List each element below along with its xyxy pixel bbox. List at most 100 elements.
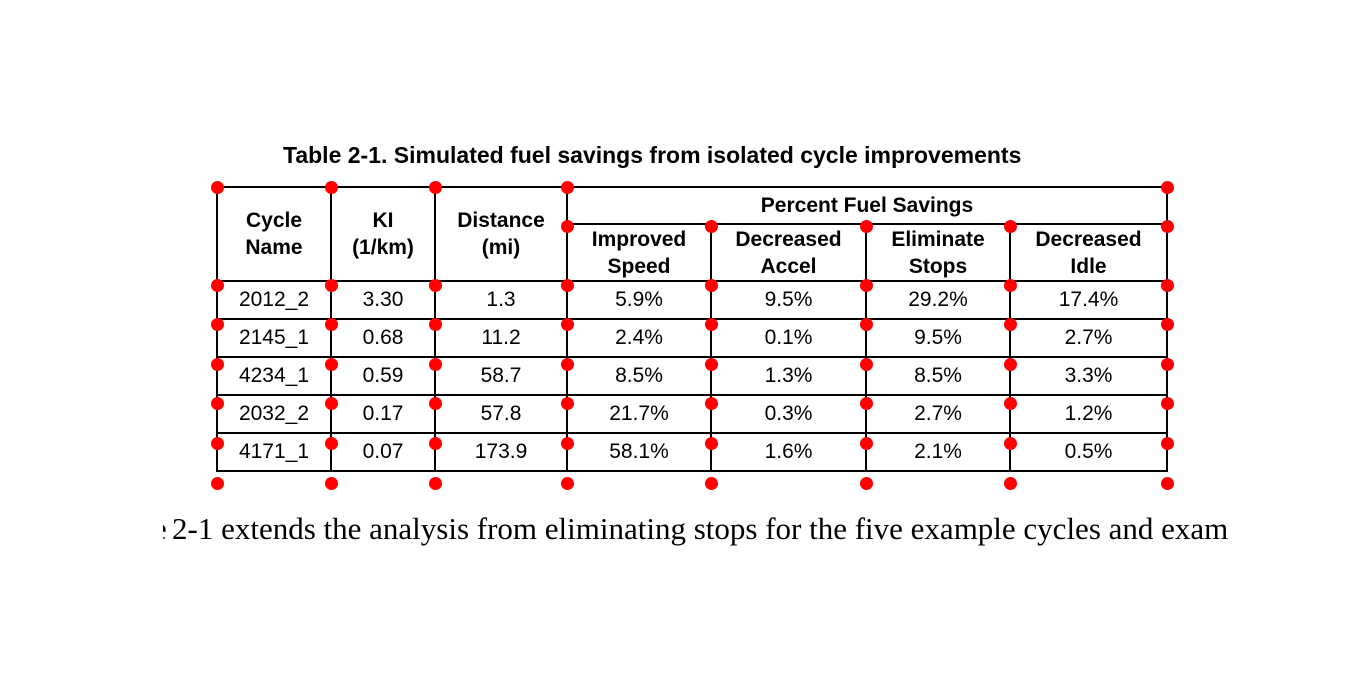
cell-decreased-idle: 17.4% (1009, 280, 1168, 320)
corner-marker-dot (560, 396, 574, 410)
cell-cycle-name: 4234_1 (216, 356, 332, 396)
corner-marker-dot (428, 357, 442, 371)
corner-marker-dot (210, 396, 224, 410)
cell-eliminate-stops: 29.2% (865, 280, 1011, 320)
table-row: 4234_1 0.59 58.7 8.5% 1.3% 8.5% 3.3% (216, 356, 1168, 396)
corner-marker-dot (428, 278, 442, 292)
corner-marker-dot (1003, 317, 1017, 331)
cell-cycle-name: 2145_1 (216, 318, 332, 358)
corner-marker-dot (1160, 180, 1174, 194)
corner-marker-dot (560, 278, 574, 292)
corner-marker-dot (1160, 317, 1174, 331)
cell-distance: 1.3 (434, 280, 568, 320)
corner-marker-dot (428, 436, 442, 450)
body-text-line: e2-1 extends the analysis from eliminati… (163, 511, 1228, 547)
corner-marker-dot (1003, 396, 1017, 410)
corner-marker-dot (210, 278, 224, 292)
table-row: 2012_2 3.30 1.3 5.9% 9.5% 29.2% 17.4% (216, 280, 1168, 320)
corner-marker-dot (704, 278, 718, 292)
corner-marker-dot (210, 180, 224, 194)
col-header-eliminate-stops: Eliminate Stops (865, 223, 1011, 282)
table-row: 2032_2 0.17 57.8 21.7% 0.3% 2.7% 1.2% (216, 394, 1168, 434)
cell-decreased-idle: 0.5% (1009, 432, 1168, 472)
cell-decreased-accel: 0.1% (710, 318, 867, 358)
cell-ki: 3.30 (330, 280, 436, 320)
header-row-sub: Improved Speed Decreased Accel Eliminate… (217, 223, 1168, 282)
corner-marker-dot (324, 436, 338, 450)
corner-marker-dot (1003, 357, 1017, 371)
corner-marker-dot (1160, 357, 1174, 371)
cell-decreased-accel: 9.5% (710, 280, 867, 320)
corner-marker-dot (1160, 278, 1174, 292)
corner-marker-dot (859, 357, 873, 371)
col-header-distance: Distance (mi) (434, 186, 568, 282)
corner-marker-dot (1003, 278, 1017, 292)
corner-marker-dot (704, 436, 718, 450)
cell-eliminate-stops: 9.5% (865, 318, 1011, 358)
corner-marker-dot (324, 476, 338, 490)
corner-marker-dot (859, 278, 873, 292)
cell-improved-speed: 2.4% (566, 318, 712, 358)
corner-marker-dot (1160, 219, 1174, 233)
corner-marker-dot (704, 396, 718, 410)
cell-decreased-accel: 1.3% (710, 356, 867, 396)
corner-marker-dot (1003, 436, 1017, 450)
cell-ki: 0.59 (330, 356, 436, 396)
corner-marker-dot (324, 396, 338, 410)
cell-decreased-accel: 0.3% (710, 394, 867, 434)
col-header-ki: KI (1/km) (330, 186, 436, 282)
cell-distance: 173.9 (434, 432, 568, 472)
cell-cycle-name: 2032_2 (216, 394, 332, 434)
corner-marker-dot (859, 317, 873, 331)
corner-marker-dot (704, 317, 718, 331)
cell-distance: 11.2 (434, 318, 568, 358)
col-header-decreased-accel: Decreased Accel (710, 223, 867, 282)
cell-ki: 0.07 (330, 432, 436, 472)
cell-eliminate-stops: 2.7% (865, 394, 1011, 434)
corner-marker-dot (324, 278, 338, 292)
cell-decreased-idle: 1.2% (1009, 394, 1168, 434)
corner-marker-dot (560, 219, 574, 233)
cell-improved-speed: 21.7% (566, 394, 712, 434)
table-row: 2145_1 0.68 11.2 2.4% 0.1% 9.5% 2.7% (216, 318, 1168, 358)
cell-cycle-name: 2012_2 (216, 280, 332, 320)
cell-decreased-idle: 2.7% (1009, 318, 1168, 358)
corner-marker-dot (210, 476, 224, 490)
corner-marker-dot (324, 180, 338, 194)
cell-improved-speed: 5.9% (566, 280, 712, 320)
corner-marker-dot (704, 219, 718, 233)
cell-distance: 57.8 (434, 394, 568, 434)
cell-distance: 58.7 (434, 356, 568, 396)
corner-marker-dot (1003, 219, 1017, 233)
corner-marker-dot (210, 436, 224, 450)
corner-marker-dot (1160, 476, 1174, 490)
col-header-decreased-idle: Decreased Idle (1009, 223, 1168, 282)
cell-improved-speed: 8.5% (566, 356, 712, 396)
cell-improved-speed: 58.1% (566, 432, 712, 472)
corner-marker-dot (859, 396, 873, 410)
cell-cycle-name: 4171_1 (216, 432, 332, 472)
col-group-header-percent-fuel-savings: Percent Fuel Savings (566, 186, 1168, 225)
corner-marker-dot (560, 476, 574, 490)
corner-marker-dot (704, 476, 718, 490)
corner-marker-dot (324, 317, 338, 331)
corner-marker-dot (428, 317, 442, 331)
corner-marker-dot (210, 317, 224, 331)
body-sentence: 2-1 extends the analysis from eliminatin… (172, 511, 1229, 546)
corner-marker-dot (428, 180, 442, 194)
cell-eliminate-stops: 8.5% (865, 356, 1011, 396)
cell-decreased-idle: 3.3% (1009, 356, 1168, 396)
cell-eliminate-stops: 2.1% (865, 432, 1011, 472)
cell-ki: 0.17 (330, 394, 436, 434)
corner-marker-dot (1160, 436, 1174, 450)
col-header-improved-speed: Improved Speed (566, 223, 712, 282)
header-row-group: Cycle Name KI (1/km) Distance (mi) Perce… (216, 186, 1168, 282)
corner-marker-dot (859, 436, 873, 450)
corner-marker-dot (1160, 396, 1174, 410)
fuel-savings-table: Cycle Name KI (1/km) Distance (mi) Perce… (216, 186, 1168, 472)
corner-marker-dot (560, 357, 574, 371)
table-caption: Table 2-1. Simulated fuel savings from i… (283, 142, 1022, 168)
corner-marker-dot (324, 357, 338, 371)
corner-marker-dot (560, 180, 574, 194)
table-row: 4171_1 0.07 173.9 58.1% 1.6% 2.1% 0.5% (216, 432, 1168, 472)
